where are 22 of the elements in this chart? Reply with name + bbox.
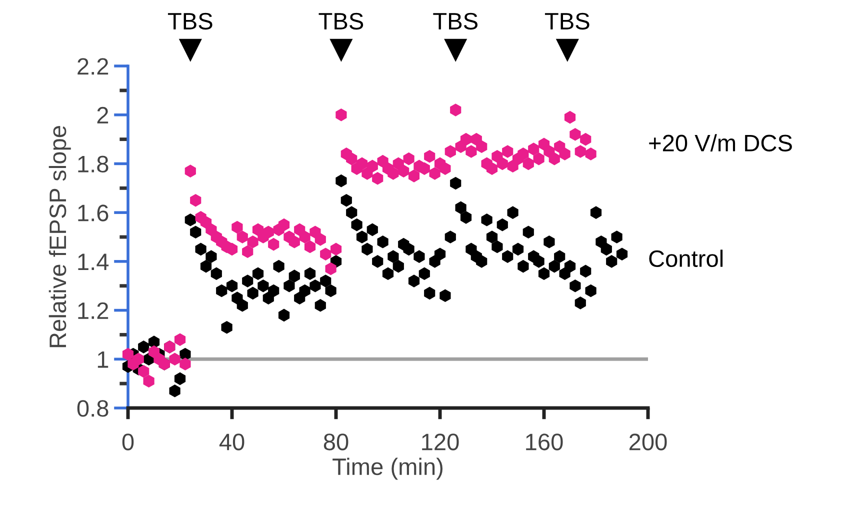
text: TBS: [318, 12, 364, 30]
y-tick-label: 1.6: [78, 204, 108, 222]
y-tick-label: 1.8: [78, 156, 108, 172]
text: TBS: [433, 12, 478, 30]
y-tick-label: 1: [98, 351, 108, 368]
y-tick-label: 1.4: [78, 254, 109, 270]
y-tick-label: 2: [97, 106, 108, 124]
x-tick-label: 80: [324, 434, 348, 450]
text: TBS: [544, 12, 590, 30]
text: +20 V/m DCS: [649, 134, 792, 152]
x-axis-title: Time (min): [332, 458, 442, 480]
x-tick-label: 0: [122, 434, 134, 450]
text: TBS: [168, 12, 212, 30]
y-tick-label: 0.8: [77, 400, 108, 417]
x-tick-label: 40: [219, 434, 244, 450]
y-tick-label: 2.2: [78, 58, 108, 75]
x-tick-label: 160: [526, 434, 563, 450]
series-label: Control: [649, 250, 723, 268]
x-tick-label: 200: [629, 434, 667, 450]
y-axis-title: Relative fEPSP slope: [48, 126, 71, 348]
y-tick-label: 1.2: [78, 302, 108, 319]
x-tick-label: 120: [422, 434, 459, 450]
